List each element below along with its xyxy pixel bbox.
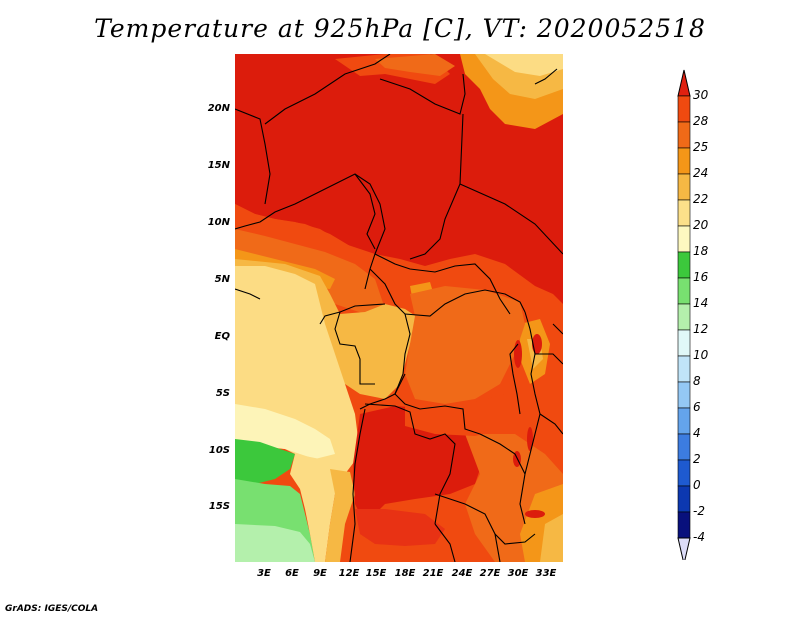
lon-tick-18e: 18E <box>394 568 416 579</box>
colorbar-segment <box>677 199 691 227</box>
colorbar-segment <box>677 511 691 539</box>
region-south-30b <box>355 509 445 546</box>
lon-tick-33e: 33E <box>535 568 557 579</box>
temperature-map <box>235 54 563 562</box>
colorbar-label: -4 <box>693 530 705 544</box>
colorbar-segment <box>677 147 691 175</box>
colorbar-segment <box>677 303 691 331</box>
region-ne-20 <box>485 54 563 76</box>
colorbar-segment <box>677 329 691 357</box>
region-30c-north <box>235 54 563 304</box>
colorbar-label: 22 <box>693 192 709 206</box>
region-gabon-22 <box>340 304 420 399</box>
colorbar-label: 24 <box>693 166 709 180</box>
lake-kariba <box>525 510 545 518</box>
colorbar-arrow-top <box>677 69 691 97</box>
colorbar-label: 0 <box>693 478 701 492</box>
colorbar-label: 20 <box>693 218 709 232</box>
lon-tick-15e: 15E <box>365 568 387 579</box>
region-se-22 <box>540 514 563 562</box>
colorbar-segment <box>677 95 691 123</box>
lon-tick-24e: 24E <box>451 568 473 579</box>
colorbar-segment <box>677 173 691 201</box>
lon-tick-3e: 3E <box>257 568 271 579</box>
colorbar-segment <box>677 485 691 513</box>
lon-tick-27e: 27E <box>479 568 501 579</box>
lat-tick-15n: 15N <box>207 160 230 171</box>
colorbar-segment <box>677 277 691 305</box>
region-south-30 <box>353 406 485 524</box>
lat-tick-5n: 5N <box>214 274 230 285</box>
credit-text: GrADS: IGES/COLA <box>5 604 99 614</box>
region-congo-28 <box>405 394 520 436</box>
colorbar-label: 28 <box>693 114 709 128</box>
lat-tick-eq: EQ <box>214 331 230 342</box>
region-congo-25 <box>405 286 525 404</box>
map-canvas <box>235 54 563 562</box>
colorbar <box>677 69 691 560</box>
lat-tick-10s: 10S <box>208 445 230 456</box>
colorbar-label: 14 <box>693 296 709 310</box>
colorbar-segment <box>677 251 691 279</box>
lat-tick-20n: 20N <box>207 103 230 114</box>
colorbar-segment <box>677 407 691 435</box>
colorbar-segment <box>677 355 691 383</box>
lon-tick-6e: 6E <box>285 568 299 579</box>
colorbar-label: 18 <box>693 244 709 258</box>
lon-tick-12e: 12E <box>338 568 360 579</box>
region-sw-coast-20 <box>290 454 340 562</box>
colorbar-label: 4 <box>693 426 701 440</box>
region-25c-north <box>375 54 455 76</box>
colorbar-segment <box>677 225 691 253</box>
lake-tanganyika <box>527 427 533 451</box>
colorbar-label: 2 <box>693 452 701 466</box>
region-ocean-16 <box>235 439 295 486</box>
colorbar-label: -2 <box>693 504 705 518</box>
colorbar-label: 16 <box>693 270 709 284</box>
colorbar-label: 10 <box>693 348 709 362</box>
lat-tick-15s: 15S <box>208 501 230 512</box>
lon-tick-30e: 30E <box>507 568 529 579</box>
lon-tick-21e: 21E <box>422 568 444 579</box>
colorbar-segment <box>677 459 691 487</box>
country-borders <box>235 54 563 562</box>
colorbar-label: 12 <box>693 322 709 336</box>
colorbar-segment <box>677 381 691 409</box>
colorbar-arrow-bottom <box>677 537 691 560</box>
colorbar-label: 6 <box>693 400 701 414</box>
region-ocean-12 <box>235 524 315 562</box>
colorbar-segment <box>677 433 691 461</box>
colorbar-segment <box>677 121 691 149</box>
lat-tick-10n: 10N <box>207 217 230 228</box>
lat-tick-5s: 5S <box>215 388 230 399</box>
map-title: Temperature at 925hPa [C], VT: 202005251… <box>94 14 706 43</box>
lon-tick-9e: 9E <box>313 568 327 579</box>
colorbar-label: 8 <box>693 374 701 388</box>
colorbar-label: 30 <box>693 88 709 102</box>
region-sw-coast-22 <box>325 469 355 562</box>
colorbar-label: 25 <box>693 140 709 154</box>
